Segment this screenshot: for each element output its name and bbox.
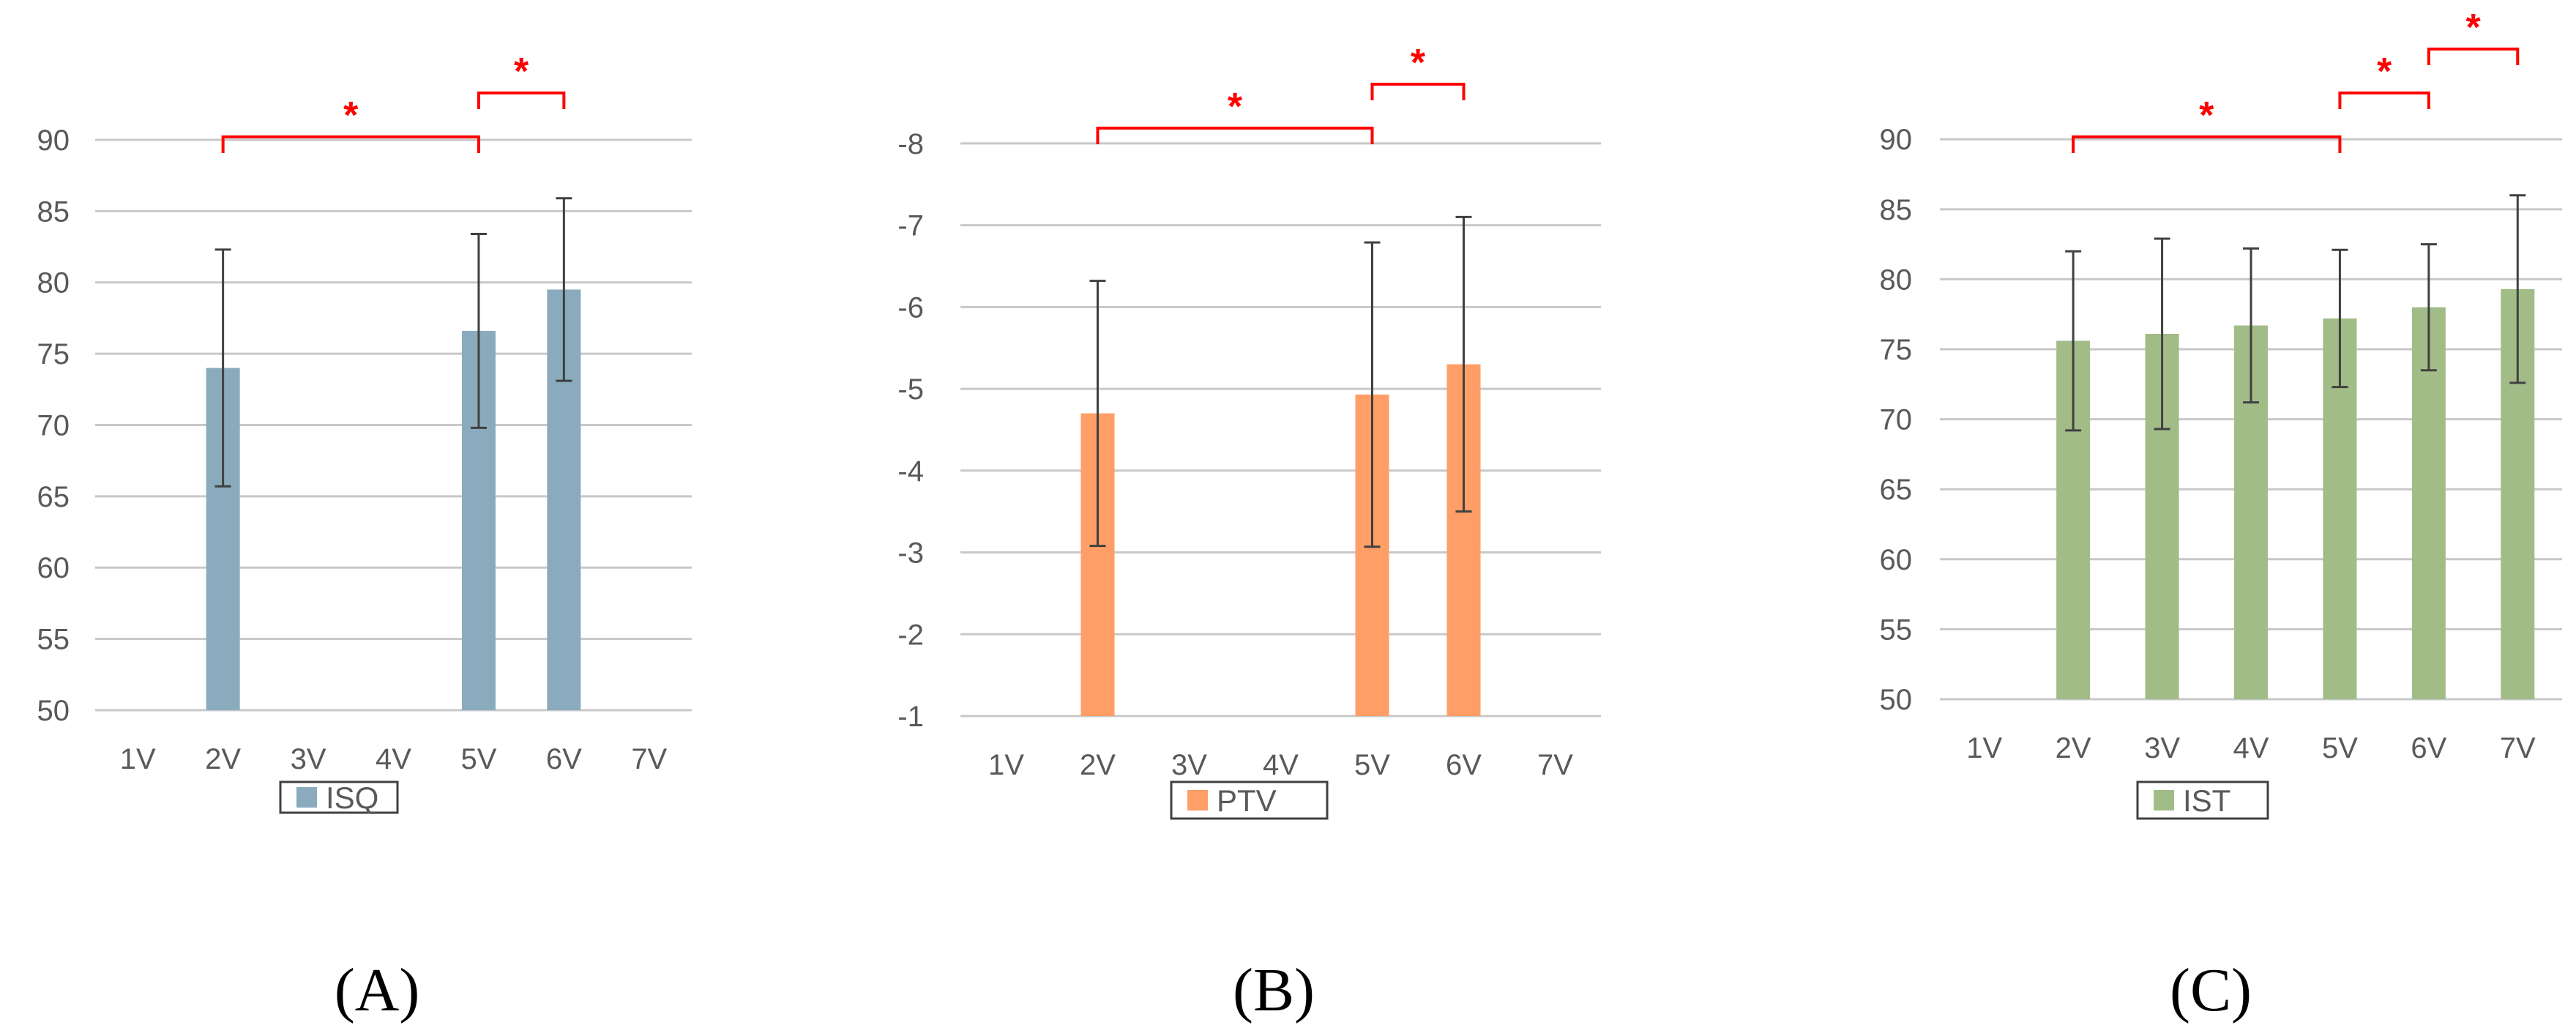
y-tick-label: 85 [37, 195, 70, 228]
legend-swatch [296, 787, 317, 808]
error-bar [2154, 237, 2170, 431]
y-tick-label: 55 [1880, 614, 1913, 646]
error-bar [1364, 241, 1381, 548]
panel-c-label: (C) [2170, 956, 2252, 1024]
significance-star: * [2465, 7, 2481, 49]
significance-bracket: * [1370, 42, 1466, 100]
error-bar [556, 197, 572, 382]
y-tick-label: 90 [37, 124, 70, 157]
significance-star: * [514, 51, 529, 93]
y-tick-label: -3 [897, 537, 924, 570]
x-tick-label: 7V [2500, 732, 2536, 764]
y-tick-label: 50 [1880, 684, 1913, 716]
x-tick-label: 7V [631, 743, 667, 775]
significance-line [2427, 48, 2520, 65]
y-tick-label: -6 [897, 291, 924, 324]
significance-bracket: * [221, 94, 480, 153]
error-bar [2332, 248, 2348, 389]
legend-swatch [2154, 790, 2174, 810]
significance-star: * [2377, 51, 2392, 93]
y-tick-label: 60 [1880, 544, 1913, 576]
significance-line [2338, 92, 2430, 109]
significance-star: * [1228, 86, 1243, 128]
x-tick-label: 4V [1263, 749, 1299, 781]
panel-b-chart: -1 -2 -3 -4 -5 -6 -7 -8 1V 2V 3V 4V 5V 6V 7V * * PTV (B) [897, 42, 1601, 1024]
x-tick-label: 6V [546, 743, 582, 775]
x-tick-label: 5V [460, 743, 496, 775]
significance-bracket: * [477, 51, 566, 109]
x-tick-label: 2V [1080, 749, 1116, 781]
y-tick-label: -7 [897, 210, 924, 242]
legend-label: IST [2183, 783, 2230, 818]
error-bar [470, 232, 487, 429]
y-tick-label: 85 [1880, 194, 1913, 226]
significance-bracket: * [1096, 86, 1374, 144]
y-tick-label: 70 [37, 409, 70, 441]
y-tick-label: 80 [1880, 264, 1913, 296]
y-tick-label: -5 [897, 373, 924, 406]
significance-bracket: * [2072, 94, 2342, 153]
panel-b-label: (B) [1233, 956, 1315, 1024]
legend-swatch [1187, 790, 1208, 810]
y-tick-label: 80 [37, 267, 70, 299]
x-tick-label: 6V [1446, 749, 1482, 781]
legend: IST [2136, 780, 2269, 820]
significance-line [221, 135, 480, 153]
significance-star: * [343, 94, 359, 137]
y-tick-label: 75 [1880, 334, 1913, 366]
x-tick-label: 5V [1354, 749, 1390, 781]
x-tick-label: 4V [376, 743, 411, 775]
y-tick-label: 55 [37, 624, 70, 656]
x-tick-label: 7V [1537, 749, 1573, 781]
panel-c-chart: 50 55 60 65 70 75 80 85 90 1V 2V 3V 4V 5V 6V 7V * * * IST (C… [1880, 7, 2562, 1024]
legend: PTV [1170, 780, 1329, 820]
significance-line [2072, 135, 2342, 153]
y-tick-label: -8 [897, 128, 924, 160]
x-tick-label: 6V [2411, 732, 2446, 764]
y-tick-label: 65 [37, 481, 70, 513]
legend-label: PTV [1217, 783, 1277, 818]
error-bar [214, 248, 231, 488]
significance-line [1096, 127, 1374, 144]
y-tick-label: 65 [1880, 474, 1913, 506]
significance-star: * [1411, 42, 1426, 84]
significance-bracket: * [2338, 51, 2430, 109]
legend-label: ISQ [326, 780, 378, 815]
x-tick-label: 1V [120, 743, 156, 775]
error-bar [1089, 280, 1106, 548]
x-tick-label: 3V [2144, 732, 2180, 764]
error-bar [1455, 215, 1472, 513]
x-tick-label: 3V [291, 743, 326, 775]
error-bar [2065, 250, 2082, 432]
significance-line [477, 92, 566, 109]
y-tick-label: 70 [1880, 404, 1913, 436]
legend: ISQ [279, 780, 399, 815]
y-tick-label: -1 [897, 701, 924, 733]
significance-line [1370, 83, 1466, 100]
error-bar [2243, 247, 2259, 404]
error-bar [2509, 194, 2526, 384]
x-tick-label: 2V [2056, 732, 2091, 764]
panel-a-chart: 50 55 60 65 70 75 80 85 90 1V 2V 3V 4V 5V 6V 7V * * ISQ (A) [37, 51, 692, 1024]
x-tick-label: 5V [2322, 732, 2358, 764]
significance-bracket: * [2427, 7, 2520, 65]
significance-star: * [2199, 94, 2214, 137]
bar [2411, 307, 2446, 700]
y-tick-label: -2 [897, 619, 924, 651]
y-tick-label: 75 [37, 338, 70, 370]
x-tick-label: 3V [1171, 749, 1207, 781]
x-tick-label: 2V [205, 743, 241, 775]
y-tick-label: 90 [1880, 124, 1913, 156]
y-tick-label: -4 [897, 455, 924, 488]
error-bar [2420, 243, 2437, 372]
y-tick-label: 60 [37, 552, 70, 584]
x-tick-label: 1V [1966, 732, 2002, 764]
x-tick-label: 1V [988, 749, 1024, 781]
panel-a-label: (A) [335, 956, 420, 1024]
y-tick-label: 50 [37, 695, 70, 727]
x-tick-label: 4V [2233, 732, 2269, 764]
